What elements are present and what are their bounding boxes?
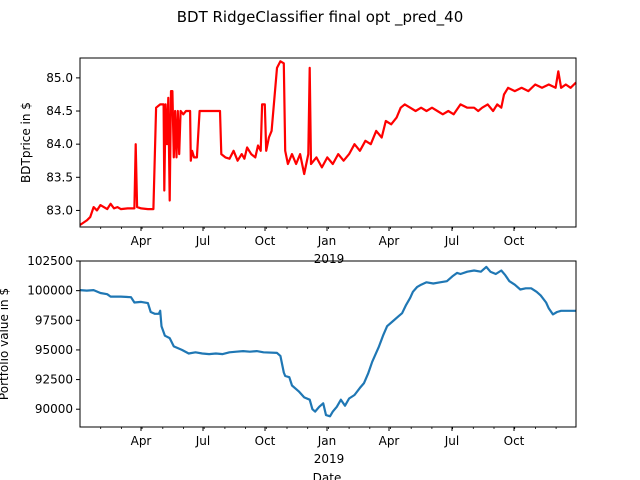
y-axis-label: BDTprice in $ bbox=[19, 102, 33, 183]
x-tick-label: Apr bbox=[379, 234, 400, 248]
y-tick-label: 84.5 bbox=[46, 104, 73, 118]
series-line-price bbox=[79, 60, 577, 226]
chart-title: BDT RidgeClassifier final opt _pred_40 bbox=[176, 8, 464, 26]
y-tick-label: 95000 bbox=[35, 343, 73, 357]
x-tick-label: Oct bbox=[504, 234, 525, 248]
axes-frame bbox=[79, 260, 577, 428]
x-tick-label: Apr bbox=[131, 434, 152, 448]
x-tick-label: Oct bbox=[255, 434, 276, 448]
x-tick-label: Apr bbox=[131, 234, 152, 248]
x-tick-label: Jul bbox=[195, 434, 210, 448]
x-tick-label: Oct bbox=[504, 434, 525, 448]
y-tick-label: 84.0 bbox=[46, 137, 73, 151]
y-tick-label: 83.5 bbox=[46, 170, 73, 184]
x-tick-label: Jul bbox=[444, 434, 459, 448]
x-year-label: 2019 bbox=[314, 452, 345, 466]
x-tick-label: Jul bbox=[444, 234, 459, 248]
y-tick-label: 102500 bbox=[27, 254, 73, 268]
x-tick-label: Jan bbox=[317, 234, 337, 248]
y-tick-label: 97500 bbox=[35, 313, 73, 327]
x-axis-label: Date bbox=[313, 471, 342, 480]
y-tick-label: 92500 bbox=[35, 373, 73, 387]
y-tick-label: 100000 bbox=[27, 284, 73, 298]
x-year-label: 2019 bbox=[314, 252, 345, 266]
y-tick-label: 85.0 bbox=[46, 71, 73, 85]
series-line-portfolio bbox=[79, 265, 576, 418]
y-tick-label: 90000 bbox=[35, 402, 73, 416]
x-tick-label: Apr bbox=[379, 434, 400, 448]
y-tick-label: 83.0 bbox=[46, 203, 73, 217]
x-tick-label: Jul bbox=[195, 234, 210, 248]
x-tick-label: Jan bbox=[317, 434, 337, 448]
y-axis-label: Portfolio value in $ bbox=[0, 288, 11, 400]
x-tick-label: Oct bbox=[255, 234, 276, 248]
